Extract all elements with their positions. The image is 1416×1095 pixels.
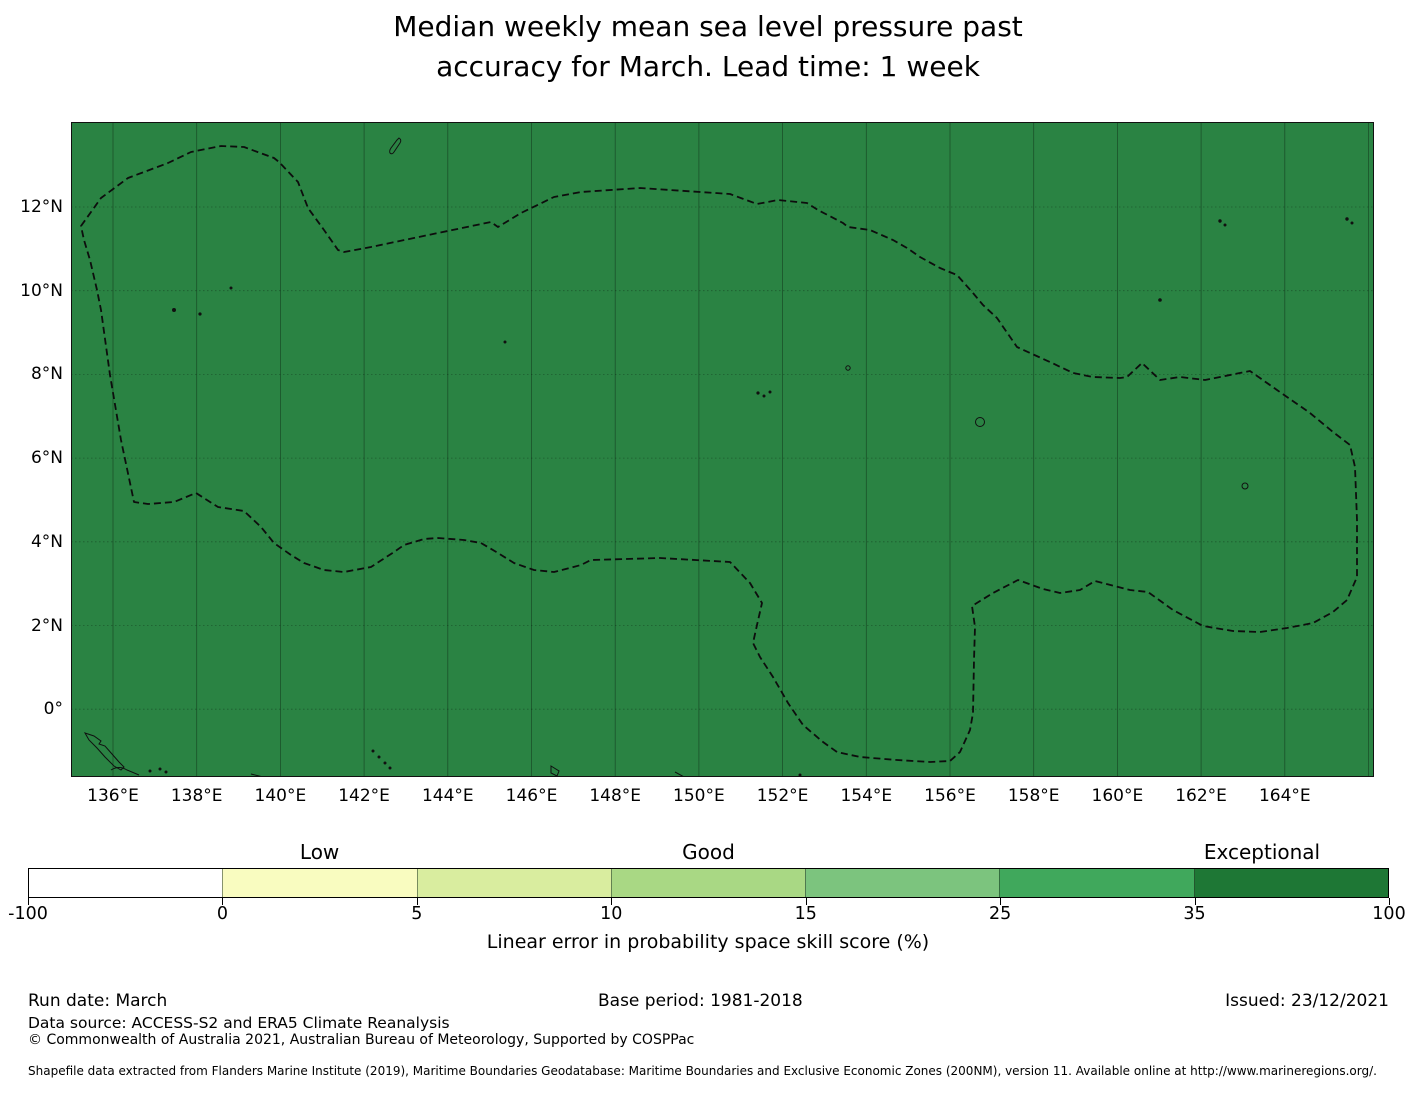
- island-speck: [798, 773, 802, 777]
- island-yap: [172, 308, 176, 312]
- colorbar-tick-label: 0: [216, 904, 228, 924]
- colorbar-tick-mark: [416, 898, 418, 905]
- latitude-tick-label: 0°: [43, 699, 63, 720]
- island-atoll-southeast: [1241, 482, 1249, 490]
- longitude-tick-label: 156°E: [924, 786, 976, 806]
- island-png-new-britain: [110, 767, 140, 776]
- figure-title-line2: accuracy for March. Lead time: 1 week: [436, 50, 980, 83]
- island-speck: [1350, 221, 1354, 225]
- island-speck: [148, 769, 152, 773]
- colorbar-tick-mark: [28, 898, 29, 905]
- island-speck: [164, 770, 168, 774]
- colorbar-tick-mark: [222, 898, 224, 905]
- island-speck: [383, 761, 387, 765]
- island-chuuk-speck: [768, 390, 772, 394]
- latitude-tick-label: 2°N: [30, 615, 63, 636]
- longitude-tick-label: 152°E: [756, 786, 809, 806]
- latitude-tick-label: 12°N: [20, 197, 63, 217]
- island-speck: [371, 749, 375, 753]
- latitude-tick-label: 4°N: [30, 531, 63, 552]
- colorbar-tick-label: 15: [794, 904, 817, 924]
- colorbar-category-label: Good: [682, 840, 735, 864]
- longitude-tick-label: 154°E: [840, 786, 893, 806]
- longitude-tick-label: 158°E: [1007, 786, 1060, 806]
- island-speck: [377, 755, 381, 759]
- island-chuuk-atoll: [845, 365, 851, 371]
- colorbar-tick-label: 5: [411, 904, 423, 924]
- map-ocean-fill: [71, 122, 1374, 777]
- colorbar-tick-mark: [1389, 898, 1390, 905]
- colorbar-segment: [416, 869, 611, 897]
- colorbar-tick-label: 10: [600, 904, 623, 924]
- longitude-tick-label: 160°E: [1091, 786, 1144, 806]
- island-png-new-ireland: [83, 732, 125, 771]
- island-chuuk-speck: [762, 394, 766, 398]
- latitude-tick-label: 10°N: [20, 280, 63, 301]
- map-border: [71, 122, 1374, 777]
- longitude-tick-label: 144°E: [421, 786, 474, 806]
- island-speck: [388, 766, 392, 770]
- latitude-tick-label: 8°N: [30, 364, 63, 385]
- colorbar-category-label: Low: [299, 840, 340, 864]
- map-gridlines: [71, 122, 1374, 777]
- longitude-tick-label: 138°E: [170, 786, 223, 806]
- colorbar-segment: [29, 869, 223, 897]
- island-guam: [389, 137, 402, 155]
- colorbar: [28, 868, 1389, 898]
- latitude-tick-label: 6°N: [30, 448, 63, 469]
- shapefile-attribution-text: Shapefile data extracted from Flanders M…: [28, 1064, 1377, 1078]
- colorbar-axis-label: Linear error in probability space skill …: [486, 931, 930, 953]
- longitude-tick-label: 142°E: [338, 786, 390, 806]
- longitude-tick-label: 162°E: [1175, 786, 1227, 806]
- map-svg: [71, 122, 1374, 779]
- colorbar-category-label: Exceptional: [1203, 840, 1321, 864]
- base-period-text: Base period: 1981-2018: [598, 991, 803, 1011]
- colorbar-segment: [610, 869, 806, 897]
- island-speck: [198, 312, 202, 316]
- island-speck: [1223, 223, 1227, 227]
- longitude-tick-label: 148°E: [589, 786, 642, 806]
- issued-date-text: Issued: 23/12/2021: [1225, 991, 1389, 1011]
- longitude-tick-label: 146°E: [505, 786, 558, 806]
- longitude-tick-label: 150°E: [673, 786, 725, 806]
- colorbar-tick-mark: [1194, 898, 1196, 905]
- island-chuuk-speck: [756, 391, 760, 395]
- island-speck: [1158, 298, 1162, 302]
- longitude-tick-label: 164°E: [1258, 786, 1311, 806]
- colorbar-segment: [1193, 869, 1388, 897]
- island-speck: [1345, 217, 1349, 221]
- eez-boundary-line: [80, 145, 1358, 763]
- colorbar-tick-mark: [611, 898, 613, 905]
- island-speck: [229, 286, 233, 290]
- colorbar-tick-label: 35: [1183, 904, 1206, 924]
- colorbar-segment: [222, 869, 417, 897]
- colorbar-segment: [805, 869, 1000, 897]
- colorbar-tick-label: -100: [8, 904, 48, 924]
- copyright-text: © Commonwealth of Australia 2021, Austra…: [28, 1032, 695, 1048]
- island-speck: [158, 767, 162, 771]
- island-pohnpei-atoll: [975, 417, 985, 427]
- colorbar-segment: [999, 869, 1194, 897]
- colorbar-tick-label: 25: [989, 904, 1012, 924]
- longitude-tick-label: 136°E: [87, 786, 139, 806]
- colorbar-tick-label: 100: [1372, 904, 1406, 924]
- colorbar-tick-mark: [805, 898, 807, 905]
- data-source-text: Data source: ACCESS-S2 and ERA5 Climate …: [28, 1014, 450, 1032]
- island-speck: [1218, 219, 1222, 223]
- run-date-text: Run date: March: [28, 991, 168, 1011]
- figure-title-line1: Median weekly mean sea level pressure pa…: [393, 10, 1023, 43]
- colorbar-tick-mark: [1000, 898, 1002, 905]
- longitude-tick-label: 140°E: [254, 786, 307, 806]
- island-speck: [503, 340, 507, 344]
- map-plot-area: [71, 122, 1374, 779]
